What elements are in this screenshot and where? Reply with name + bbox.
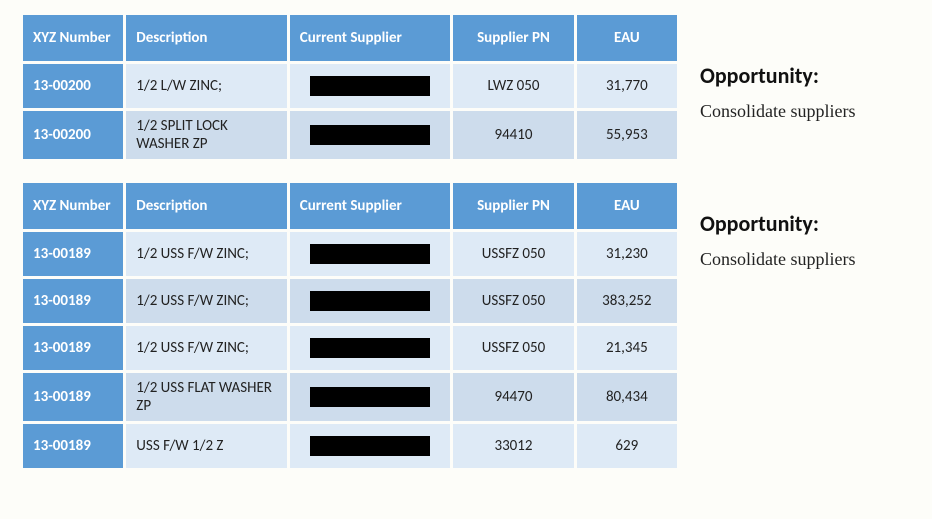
cell-current-supplier <box>290 64 451 108</box>
page-row: XYZ NumberDescriptionCurrent SupplierSup… <box>20 12 912 489</box>
redacted-block <box>310 125 430 145</box>
cell-supplier-pn: LWZ 050 <box>453 64 573 108</box>
cell-supplier-pn: USSFZ 050 <box>453 326 573 370</box>
cell-current-supplier <box>290 232 451 276</box>
cell-description: 1/2 USS F/W ZINC; <box>126 326 287 370</box>
cell-eau: 21,345 <box>577 326 677 370</box>
cell-xyz-number: 13-00189 <box>23 326 123 370</box>
col-supplier-pn: Supplier PN <box>453 183 573 229</box>
table-row: 13-001891/2 USS F/W ZINC; USSFZ 050383,25… <box>23 279 677 323</box>
opportunity-note: Opportunity: Consolidate suppliers <box>700 62 856 122</box>
table-row: 13-001891/2 USS FLAT WASHER ZP 9447080,43… <box>23 373 677 421</box>
opportunity-text: Consolidate suppliers <box>700 101 856 122</box>
opportunity-title: Opportunity: <box>700 62 856 89</box>
col-xyz-number: XYZ Number <box>23 183 123 229</box>
cell-supplier-pn: 94410 <box>453 111 573 159</box>
opportunity-title: Opportunity: <box>700 210 856 237</box>
col-current-supplier: Current Supplier <box>290 15 451 61</box>
col-current-supplier: Current Supplier <box>290 183 451 229</box>
cell-eau: 629 <box>577 424 677 468</box>
col-supplier-pn: Supplier PN <box>453 15 573 61</box>
table-row: 13-00189USS F/W 1/2 Z 33012629 <box>23 424 677 468</box>
col-eau: EAU <box>577 183 677 229</box>
cell-eau: 55,953 <box>577 111 677 159</box>
opportunity-text: Consolidate suppliers <box>700 249 856 270</box>
table-row: 13-002001/2 SPLIT LOCK WASHER ZP 9441055,… <box>23 111 677 159</box>
col-eau: EAU <box>577 15 677 61</box>
cell-current-supplier <box>290 424 451 468</box>
redacted-block <box>310 436 430 456</box>
tables-column: XYZ NumberDescriptionCurrent SupplierSup… <box>20 12 680 489</box>
cell-supplier-pn: USSFZ 050 <box>453 232 573 276</box>
cell-description: 1/2 USS FLAT WASHER ZP <box>126 373 287 421</box>
redacted-block <box>310 76 430 96</box>
cell-description: 1/2 USS F/W ZINC; <box>126 279 287 323</box>
cell-current-supplier <box>290 111 451 159</box>
cell-current-supplier <box>290 279 451 323</box>
cell-xyz-number: 13-00189 <box>23 373 123 421</box>
cell-eau: 383,252 <box>577 279 677 323</box>
redacted-block <box>310 244 430 264</box>
col-description: Description <box>126 15 287 61</box>
cell-description: 1/2 USS F/W ZINC; <box>126 232 287 276</box>
opportunity-note: Opportunity: Consolidate suppliers <box>700 210 856 270</box>
cell-xyz-number: 13-00200 <box>23 64 123 108</box>
data-table: XYZ NumberDescriptionCurrent SupplierSup… <box>20 12 680 162</box>
cell-description: 1/2 L/W ZINC; <box>126 64 287 108</box>
redacted-block <box>310 338 430 358</box>
data-table: XYZ NumberDescriptionCurrent SupplierSup… <box>20 180 680 471</box>
cell-xyz-number: 13-00189 <box>23 279 123 323</box>
cell-xyz-number: 13-00200 <box>23 111 123 159</box>
cell-eau: 31,770 <box>577 64 677 108</box>
cell-description: 1/2 SPLIT LOCK WASHER ZP <box>126 111 287 159</box>
cell-xyz-number: 13-00189 <box>23 424 123 468</box>
cell-xyz-number: 13-00189 <box>23 232 123 276</box>
redacted-block <box>310 291 430 311</box>
table-row: 13-001891/2 USS F/W ZINC; USSFZ 05021,345 <box>23 326 677 370</box>
table-row: 13-002001/2 L/W ZINC; LWZ 05031,770 <box>23 64 677 108</box>
notes-column: Opportunity:Consolidate suppliersOpportu… <box>680 12 856 330</box>
redacted-block <box>310 387 430 407</box>
cell-current-supplier <box>290 373 451 421</box>
col-description: Description <box>126 183 287 229</box>
cell-eau: 31,230 <box>577 232 677 276</box>
table-row: 13-001891/2 USS F/W ZINC; USSFZ 05031,230 <box>23 232 677 276</box>
cell-description: USS F/W 1/2 Z <box>126 424 287 468</box>
cell-eau: 80,434 <box>577 373 677 421</box>
cell-supplier-pn: 94470 <box>453 373 573 421</box>
cell-supplier-pn: 33012 <box>453 424 573 468</box>
col-xyz-number: XYZ Number <box>23 15 123 61</box>
cell-supplier-pn: USSFZ 050 <box>453 279 573 323</box>
cell-current-supplier <box>290 326 451 370</box>
